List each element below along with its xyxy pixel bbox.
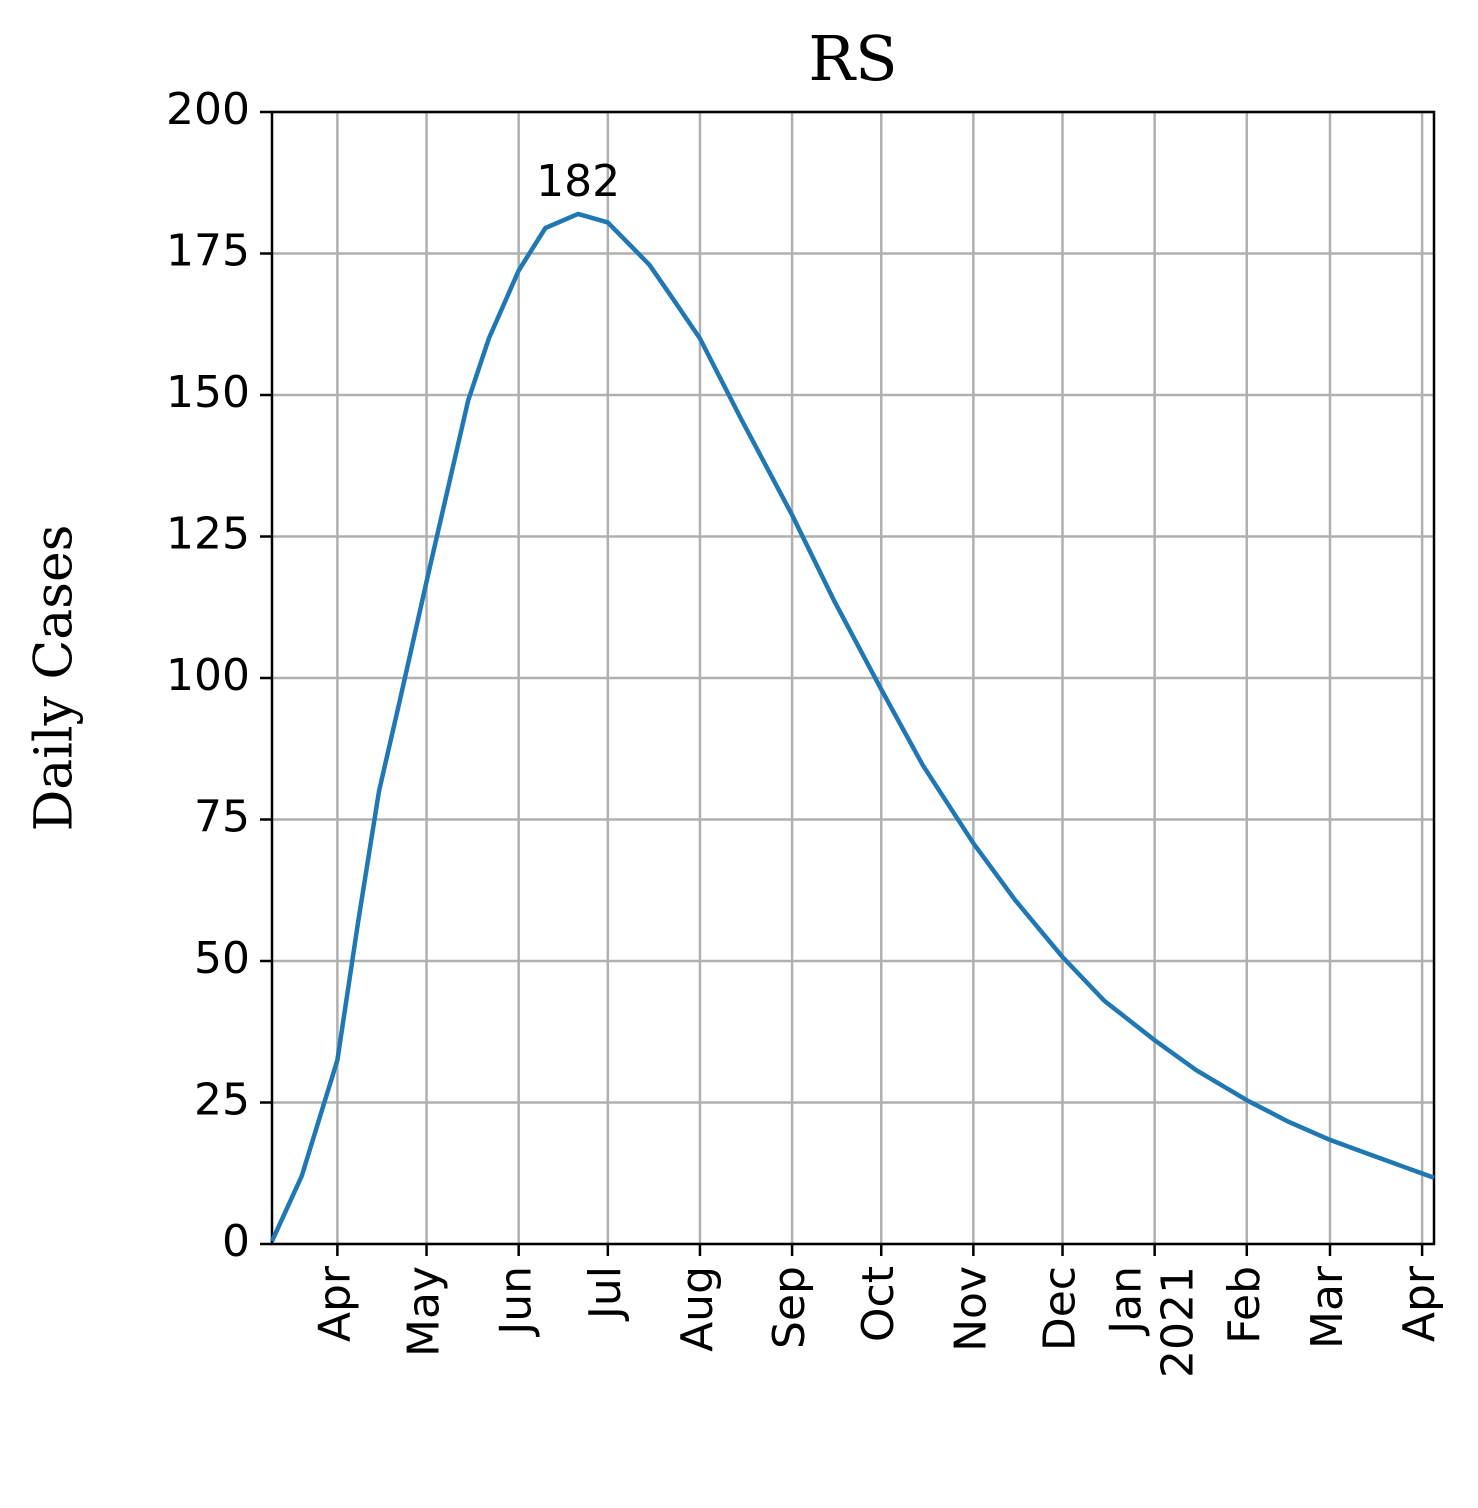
y-tick-label: 0: [222, 1216, 250, 1267]
x-tick-label: Dec: [1035, 1266, 1086, 1351]
x-tick-label: Apr: [309, 1265, 360, 1342]
x-tick-label: Sep: [764, 1266, 815, 1349]
plot-frame: [270, 110, 1436, 1246]
y-tick-label: 75: [194, 792, 250, 843]
annotation: 182: [536, 156, 620, 207]
y-axis-label: Daily Cases: [25, 525, 85, 832]
x-tick-label: Nov: [945, 1266, 996, 1352]
x-tick-label: May: [399, 1266, 450, 1357]
x-tick-label: Apr: [1394, 1265, 1445, 1342]
x-tick-label: Aug: [672, 1266, 723, 1352]
y-tick-label: 175: [166, 226, 250, 277]
x-tick-label: Feb: [1219, 1266, 1270, 1344]
y-tick-label: 25: [194, 1075, 250, 1126]
y-tick-label: 150: [166, 367, 250, 418]
x-tick-label: Mar: [1302, 1265, 1353, 1349]
y-tick-label: 100: [166, 650, 250, 701]
x-tick-label: Jun: [491, 1266, 542, 1338]
x-tick-label: Jan2021: [1101, 1266, 1204, 1378]
data-line: [269, 211, 1435, 1243]
x-tick-label: Oct: [853, 1266, 904, 1342]
y-tick-label: 50: [194, 933, 250, 984]
y-tick-label: 125: [166, 509, 250, 560]
chart-title: RS: [808, 22, 897, 95]
y-tick-label: 200: [166, 84, 250, 135]
x-tick-label: Jul: [580, 1266, 631, 1322]
